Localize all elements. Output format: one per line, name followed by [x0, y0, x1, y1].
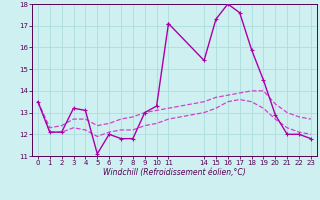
X-axis label: Windchill (Refroidissement éolien,°C): Windchill (Refroidissement éolien,°C) [103, 168, 246, 177]
